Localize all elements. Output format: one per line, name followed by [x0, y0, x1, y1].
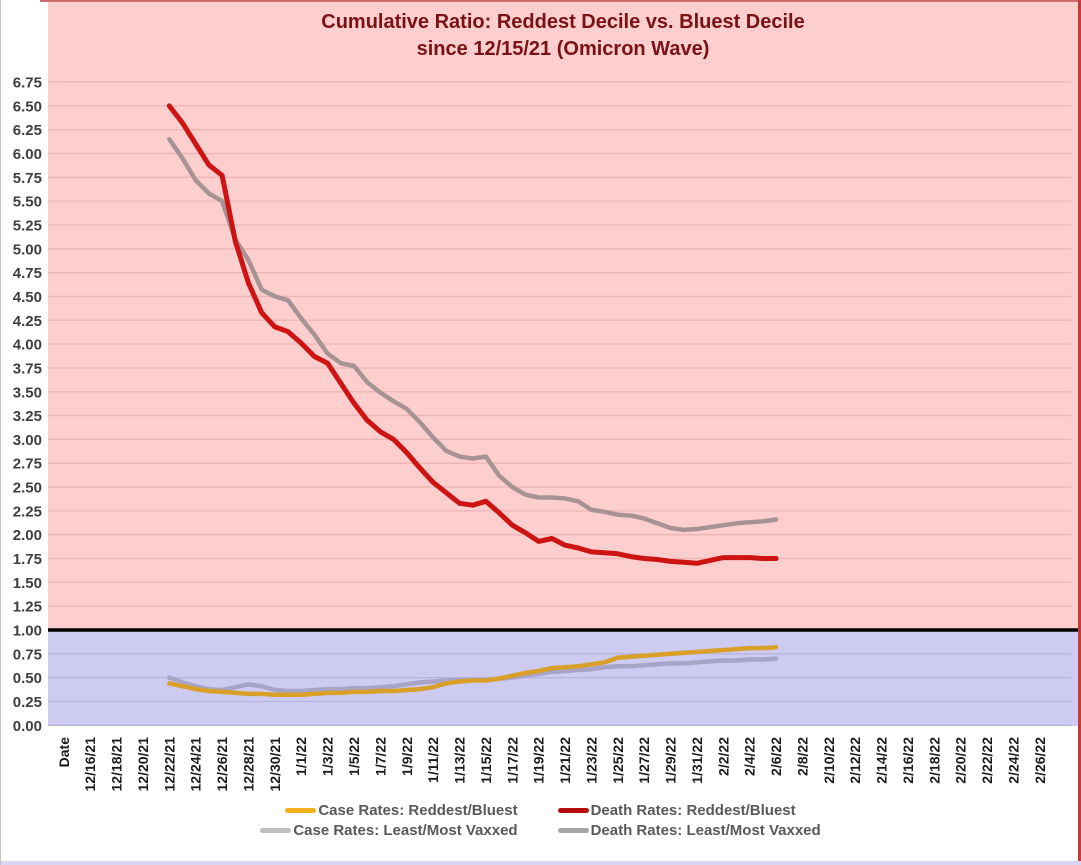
right-border: [1078, 0, 1081, 865]
x-axis-label: Date: [56, 737, 72, 768]
y-axis-label: 5.00: [13, 241, 42, 258]
x-axis-label: 1/7/22: [372, 737, 388, 776]
legend-swatch-death_least_most_vaxxed: [557, 828, 589, 833]
x-axis-label: 2/18/22: [926, 737, 942, 784]
x-axis-label: 1/27/22: [636, 737, 652, 784]
y-axis-label: 0.75: [13, 646, 42, 663]
left-hairline: [0, 0, 1, 865]
y-axis-label: 1.50: [13, 575, 42, 592]
y-axis-label: 3.75: [13, 360, 42, 377]
x-axis-label: 2/22/22: [979, 737, 995, 784]
x-axis-label: 2/8/22: [795, 737, 811, 776]
y-axis-label: 3.50: [13, 384, 42, 401]
y-axis-label: 3.00: [13, 432, 42, 449]
x-axis-label: 1/31/22: [689, 737, 705, 784]
chart-title-line-1: Cumulative Ratio: Reddest Decile vs. Blu…: [321, 11, 805, 33]
legend-item-case_least_most_vaxxed: Case Rates: Least/Most Vaxxed: [260, 822, 518, 839]
x-axis-label: 2/16/22: [900, 737, 916, 784]
y-axis-label: 6.00: [13, 146, 42, 163]
x-axis-label: 2/24/22: [1006, 737, 1022, 784]
chart-title: Cumulative Ratio: Reddest Decile vs. Blu…: [48, 9, 1078, 63]
y-axis-label: 5.25: [13, 217, 42, 234]
x-axis-label: 1/15/22: [478, 737, 494, 784]
y-axis-label: 0.00: [13, 718, 42, 735]
plot-background-above-1: [48, 2, 1078, 630]
x-axis-label: 12/20/21: [135, 737, 151, 792]
chart-legend: Case Rates: Reddest/Bluest Death Rates: R…: [0, 802, 1081, 839]
x-axis-label: 2/14/22: [874, 737, 890, 784]
y-axis-label: 1.00: [13, 623, 42, 640]
y-axis-label: 4.50: [13, 289, 42, 306]
y-axis-label: 6.75: [13, 75, 42, 92]
y-axis-label: 4.75: [13, 265, 42, 282]
x-axis-label: 1/21/22: [557, 737, 573, 784]
series-line-death_least_most_vaxxed: [167, 136, 779, 533]
x-axis-label: 2/4/22: [742, 737, 758, 776]
y-axis-label: 0.25: [13, 694, 42, 711]
y-axis-label: 4.00: [13, 337, 42, 354]
x-axis-label: 1/1/22: [293, 737, 309, 776]
y-axis-label: 2.50: [13, 480, 42, 497]
x-axis-label: 1/17/22: [504, 737, 520, 784]
x-axis-label: 12/26/21: [214, 737, 230, 792]
y-axis-label: 2.75: [13, 456, 42, 473]
y-axis-label: 5.50: [13, 194, 42, 211]
x-axis-label: 2/2/22: [715, 737, 731, 776]
top-border: [40, 0, 1081, 2]
y-axis-label: 6.25: [13, 122, 42, 139]
legend-label-case_reddest_bluest: Case Rates: Reddest/Bluest: [318, 802, 518, 819]
legend-item-death_least_most_vaxxed: Death Rates: Least/Most Vaxxed: [557, 822, 821, 839]
chart-title-line-2: since 12/15/21 (Omicron Wave): [416, 38, 710, 60]
legend-label-death_least_most_vaxxed: Death Rates: Least/Most Vaxxed: [590, 822, 821, 839]
x-axis-label: 2/6/22: [768, 737, 784, 776]
x-axis-label: 1/11/22: [425, 737, 441, 783]
y-axis-label: 1.75: [13, 551, 42, 568]
legend-row: Case Rates: Reddest/Bluest Death Rates: R…: [285, 802, 796, 819]
x-axis-label: 2/20/22: [953, 737, 969, 784]
x-axis-label: 2/10/22: [821, 737, 837, 784]
y-axis-label: 4.25: [13, 313, 42, 330]
x-axis-label: 1/19/22: [531, 737, 547, 784]
x-axis-label: 1/13/22: [452, 737, 468, 784]
x-axis-label: 1/23/22: [583, 737, 599, 784]
y-axis-label: 1.25: [13, 599, 42, 616]
series-line-death_reddest_bluest: [166, 103, 779, 566]
x-axis-label: 1/5/22: [346, 737, 362, 776]
y-axis-label: 0.50: [13, 670, 42, 687]
x-axis-label: 1/3/22: [320, 737, 336, 776]
x-axis-label: 2/26/22: [1032, 737, 1048, 784]
x-axis-label: 12/18/21: [109, 737, 125, 792]
x-axis-label: 2/12/22: [847, 737, 863, 784]
legend-label-death_reddest_bluest: Death Rates: Reddest/Bluest: [590, 802, 796, 819]
legend-row: Case Rates: Least/Most Vaxxed Death Rates…: [260, 822, 821, 839]
x-axis-label: 12/22/21: [161, 737, 177, 792]
y-axis-label: 5.75: [13, 170, 42, 187]
y-axis-label: 2.00: [13, 527, 42, 544]
legend-swatch-case_reddest_bluest: [285, 808, 317, 813]
legend-swatch-case_least_most_vaxxed: [260, 828, 292, 833]
y-axis-label: 3.25: [13, 408, 42, 425]
x-axis-label: 12/30/21: [267, 737, 283, 792]
x-axis-label: 1/9/22: [399, 737, 415, 776]
x-axis-label: 12/24/21: [188, 737, 204, 792]
y-axis-label: 6.50: [13, 98, 42, 115]
x-axis-label: 12/28/21: [241, 737, 257, 792]
legend-item-death_reddest_bluest: Death Rates: Reddest/Bluest: [557, 802, 796, 819]
bottom-strip: [0, 861, 1081, 865]
x-axis-label: 1/29/22: [663, 737, 679, 784]
x-axis-label: 12/16/21: [82, 737, 98, 792]
legend-label-case_least_most_vaxxed: Case Rates: Least/Most Vaxxed: [293, 822, 518, 839]
legend-item-case_reddest_bluest: Case Rates: Reddest/Bluest: [285, 802, 518, 819]
x-axis-label: 1/25/22: [610, 737, 626, 784]
series-line-case_reddest_bluest: [167, 644, 779, 698]
legend-swatch-death_reddest_bluest: [557, 808, 589, 813]
y-axis-label: 2.25: [13, 503, 42, 520]
